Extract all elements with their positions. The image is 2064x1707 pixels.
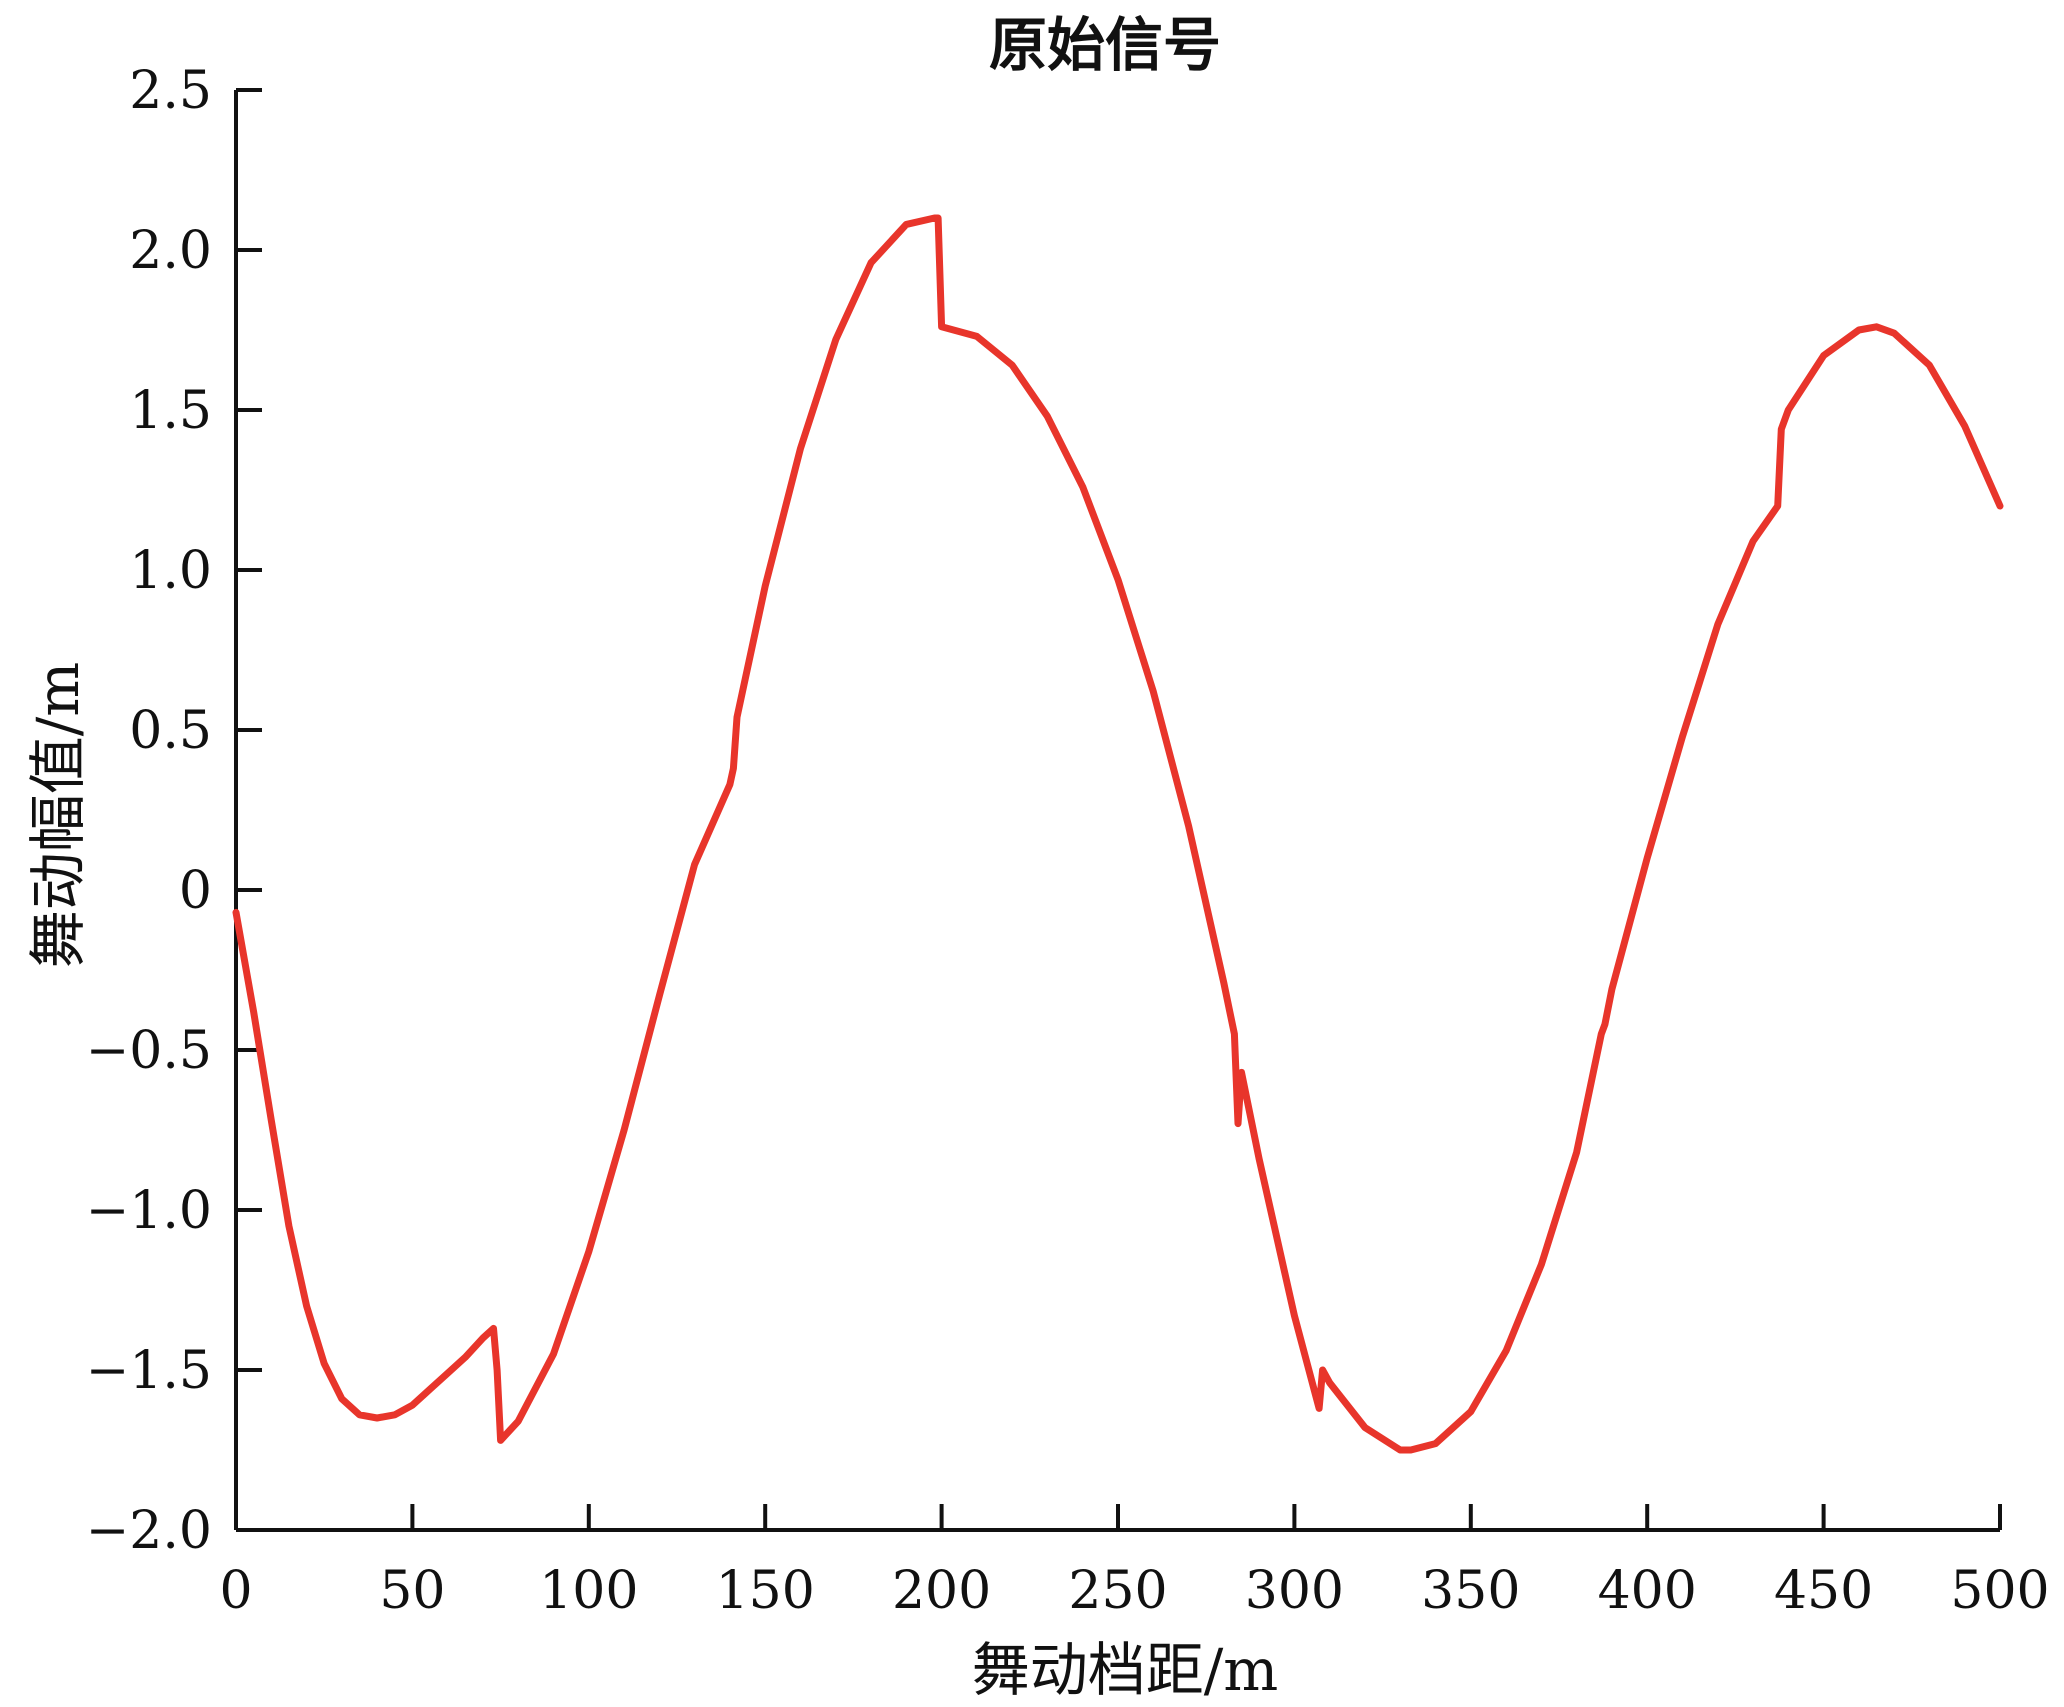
y-tick-label: −2.0: [86, 1501, 212, 1561]
x-tick-label: 500: [1950, 1561, 2049, 1621]
x-tick-label: 300: [1245, 1561, 1344, 1621]
y-tick-label: 0: [179, 861, 212, 921]
y-axis: 2.5 2.0 1.5 1.0 0.5 0 −0.5 −1.0 −1.5 −2.0: [86, 61, 262, 1561]
y-tick-label: −1.5: [86, 1341, 212, 1401]
y-tick-label: −0.5: [86, 1021, 212, 1081]
x-tick-label: 450: [1774, 1561, 1873, 1621]
x-tick-label: 0: [219, 1561, 252, 1621]
series-line-1: [232, 214, 2004, 1454]
x-tick-label: 200: [892, 1561, 991, 1621]
y-tick-label: 0.5: [129, 701, 212, 761]
plot-area: [232, 214, 2004, 1454]
x-tick-label: 400: [1598, 1561, 1697, 1621]
chart-title: 原始信号: [989, 11, 1221, 79]
x-tick-label: 150: [716, 1561, 815, 1621]
x-tick-label: 250: [1068, 1561, 1167, 1621]
y-tick-label: 1.5: [129, 381, 212, 441]
x-axis: 0 50 100 150 200 250 300 350 400 450 500: [219, 1504, 2050, 1621]
x-tick-label: 350: [1421, 1561, 1520, 1621]
y-tick-label: 1.0: [129, 541, 212, 601]
x-tick-label: 100: [539, 1561, 638, 1621]
y-tick-label: 2.5: [129, 61, 212, 121]
y-tick-label: −1.0: [86, 1181, 212, 1241]
x-tick-label: 50: [379, 1561, 445, 1621]
x-axis-title: 舞动档距/m: [972, 1636, 1279, 1703]
y-axis-title: 舞动幅值/m: [24, 662, 92, 969]
y-tick-label: 2.0: [129, 221, 212, 281]
